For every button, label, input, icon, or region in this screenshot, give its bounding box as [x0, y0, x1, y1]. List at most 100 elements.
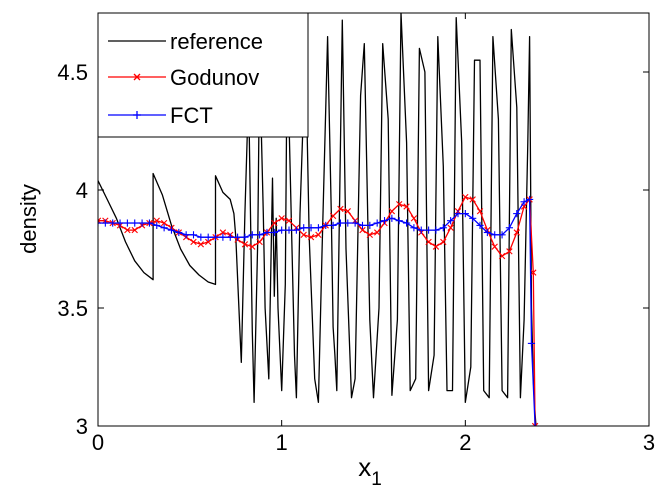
data-point-fct	[167, 226, 176, 234]
data-point-fct	[520, 198, 528, 206]
data-point-fct	[307, 224, 315, 232]
data-point-fct	[336, 219, 345, 227]
data-point-fct	[513, 210, 521, 218]
data-point-fct	[131, 219, 139, 227]
data-point-godunov	[241, 241, 249, 248]
legend-label-godunov: Godunov	[170, 65, 259, 90]
data-point-godunov	[462, 193, 469, 201]
data-point-godunov	[491, 243, 498, 250]
data-point-godunov	[388, 208, 396, 215]
series-line-reference	[98, 13, 537, 426]
data-point-fct	[300, 224, 308, 232]
series-markers-fct	[98, 195, 539, 426]
data-point-fct	[410, 224, 418, 232]
data-point-fct	[278, 226, 286, 234]
data-point-fct	[491, 231, 499, 239]
y-tick-label: 4	[76, 178, 88, 203]
data-point-fct	[248, 231, 256, 239]
data-point-godunov	[315, 231, 322, 239]
data-point-fct	[366, 221, 374, 229]
legend: reference Godunov FCT	[97, 12, 309, 138]
data-point-godunov	[190, 238, 197, 246]
data-point-fct	[241, 233, 249, 241]
data-point-godunov	[403, 203, 410, 210]
data-point-godunov	[278, 215, 285, 222]
legend-label-fct: FCT	[170, 103, 213, 128]
x-tick-label: 2	[459, 430, 471, 455]
data-point-godunov	[219, 229, 227, 236]
data-point-fct	[432, 226, 440, 234]
x-tick-label: 0	[92, 430, 104, 455]
data-point-fct	[373, 219, 381, 227]
data-point-fct	[417, 226, 425, 234]
data-point-godunov	[131, 226, 138, 234]
data-point-godunov	[432, 243, 440, 250]
data-point-fct	[211, 233, 220, 241]
legend-marker-godunov	[133, 73, 141, 81]
data-point-fct	[219, 233, 227, 241]
legend-box	[97, 12, 309, 138]
data-point-fct	[388, 214, 396, 222]
data-point-fct	[98, 219, 102, 227]
data-point-fct	[425, 226, 433, 234]
data-point-fct	[358, 221, 367, 229]
data-point-fct	[145, 219, 154, 227]
data-point-fct	[314, 224, 322, 232]
data-point-fct	[256, 231, 264, 239]
data-point-fct	[292, 226, 300, 234]
data-point-fct	[109, 219, 117, 227]
data-point-fct	[531, 422, 539, 426]
data-point-fct	[204, 233, 212, 241]
data-point-fct	[123, 219, 131, 227]
data-point-fct	[498, 231, 506, 239]
data-point-fct	[329, 221, 337, 229]
data-point-godunov	[359, 226, 366, 234]
data-point-godunov	[307, 234, 315, 241]
data-point-fct	[527, 339, 536, 347]
data-point-fct	[182, 231, 190, 239]
data-point-godunov	[373, 229, 381, 236]
data-point-godunov	[329, 212, 337, 220]
data-point-fct	[351, 219, 359, 227]
data-point-godunov	[197, 241, 205, 248]
data-point-fct	[469, 214, 477, 222]
x-tick-label: 1	[276, 430, 288, 455]
x-axis-label: x1	[358, 452, 382, 490]
legend-label-reference: reference	[170, 29, 263, 54]
y-axis-label: density	[16, 184, 41, 254]
data-point-fct	[263, 228, 271, 237]
data-point-fct	[285, 226, 293, 234]
data-point-godunov	[205, 238, 212, 246]
data-point-fct	[454, 210, 462, 218]
y-tick-label: 3.5	[57, 296, 88, 321]
data-point-fct	[175, 228, 183, 237]
data-point-godunov	[531, 422, 539, 426]
data-point-fct	[395, 217, 403, 225]
data-point-fct	[447, 217, 455, 225]
data-point-godunov	[153, 217, 160, 224]
data-point-fct	[505, 224, 514, 232]
data-point-godunov	[366, 231, 374, 239]
legend-marker-fct	[133, 111, 141, 119]
data-point-godunov	[396, 200, 403, 208]
data-point-godunov	[271, 219, 278, 227]
data-point-fct	[270, 228, 278, 237]
data-point-godunov	[256, 238, 263, 246]
data-point-fct	[526, 195, 534, 204]
data-point-fct	[233, 233, 242, 241]
data-point-fct	[116, 219, 124, 227]
data-point-godunov	[476, 208, 484, 215]
data-point-godunov	[160, 219, 168, 227]
data-point-godunov	[425, 238, 432, 246]
data-point-godunov	[410, 215, 418, 222]
series-markers-godunov	[98, 193, 539, 426]
data-point-godunov	[337, 205, 344, 213]
data-point-godunov	[440, 238, 447, 246]
data-point-godunov	[124, 226, 131, 234]
data-point-fct	[461, 210, 469, 218]
axes-box	[97, 12, 650, 427]
data-point-godunov	[447, 224, 454, 231]
y-tick-label: 3	[76, 414, 88, 439]
data-point-fct	[322, 221, 330, 229]
data-point-fct	[101, 219, 109, 227]
